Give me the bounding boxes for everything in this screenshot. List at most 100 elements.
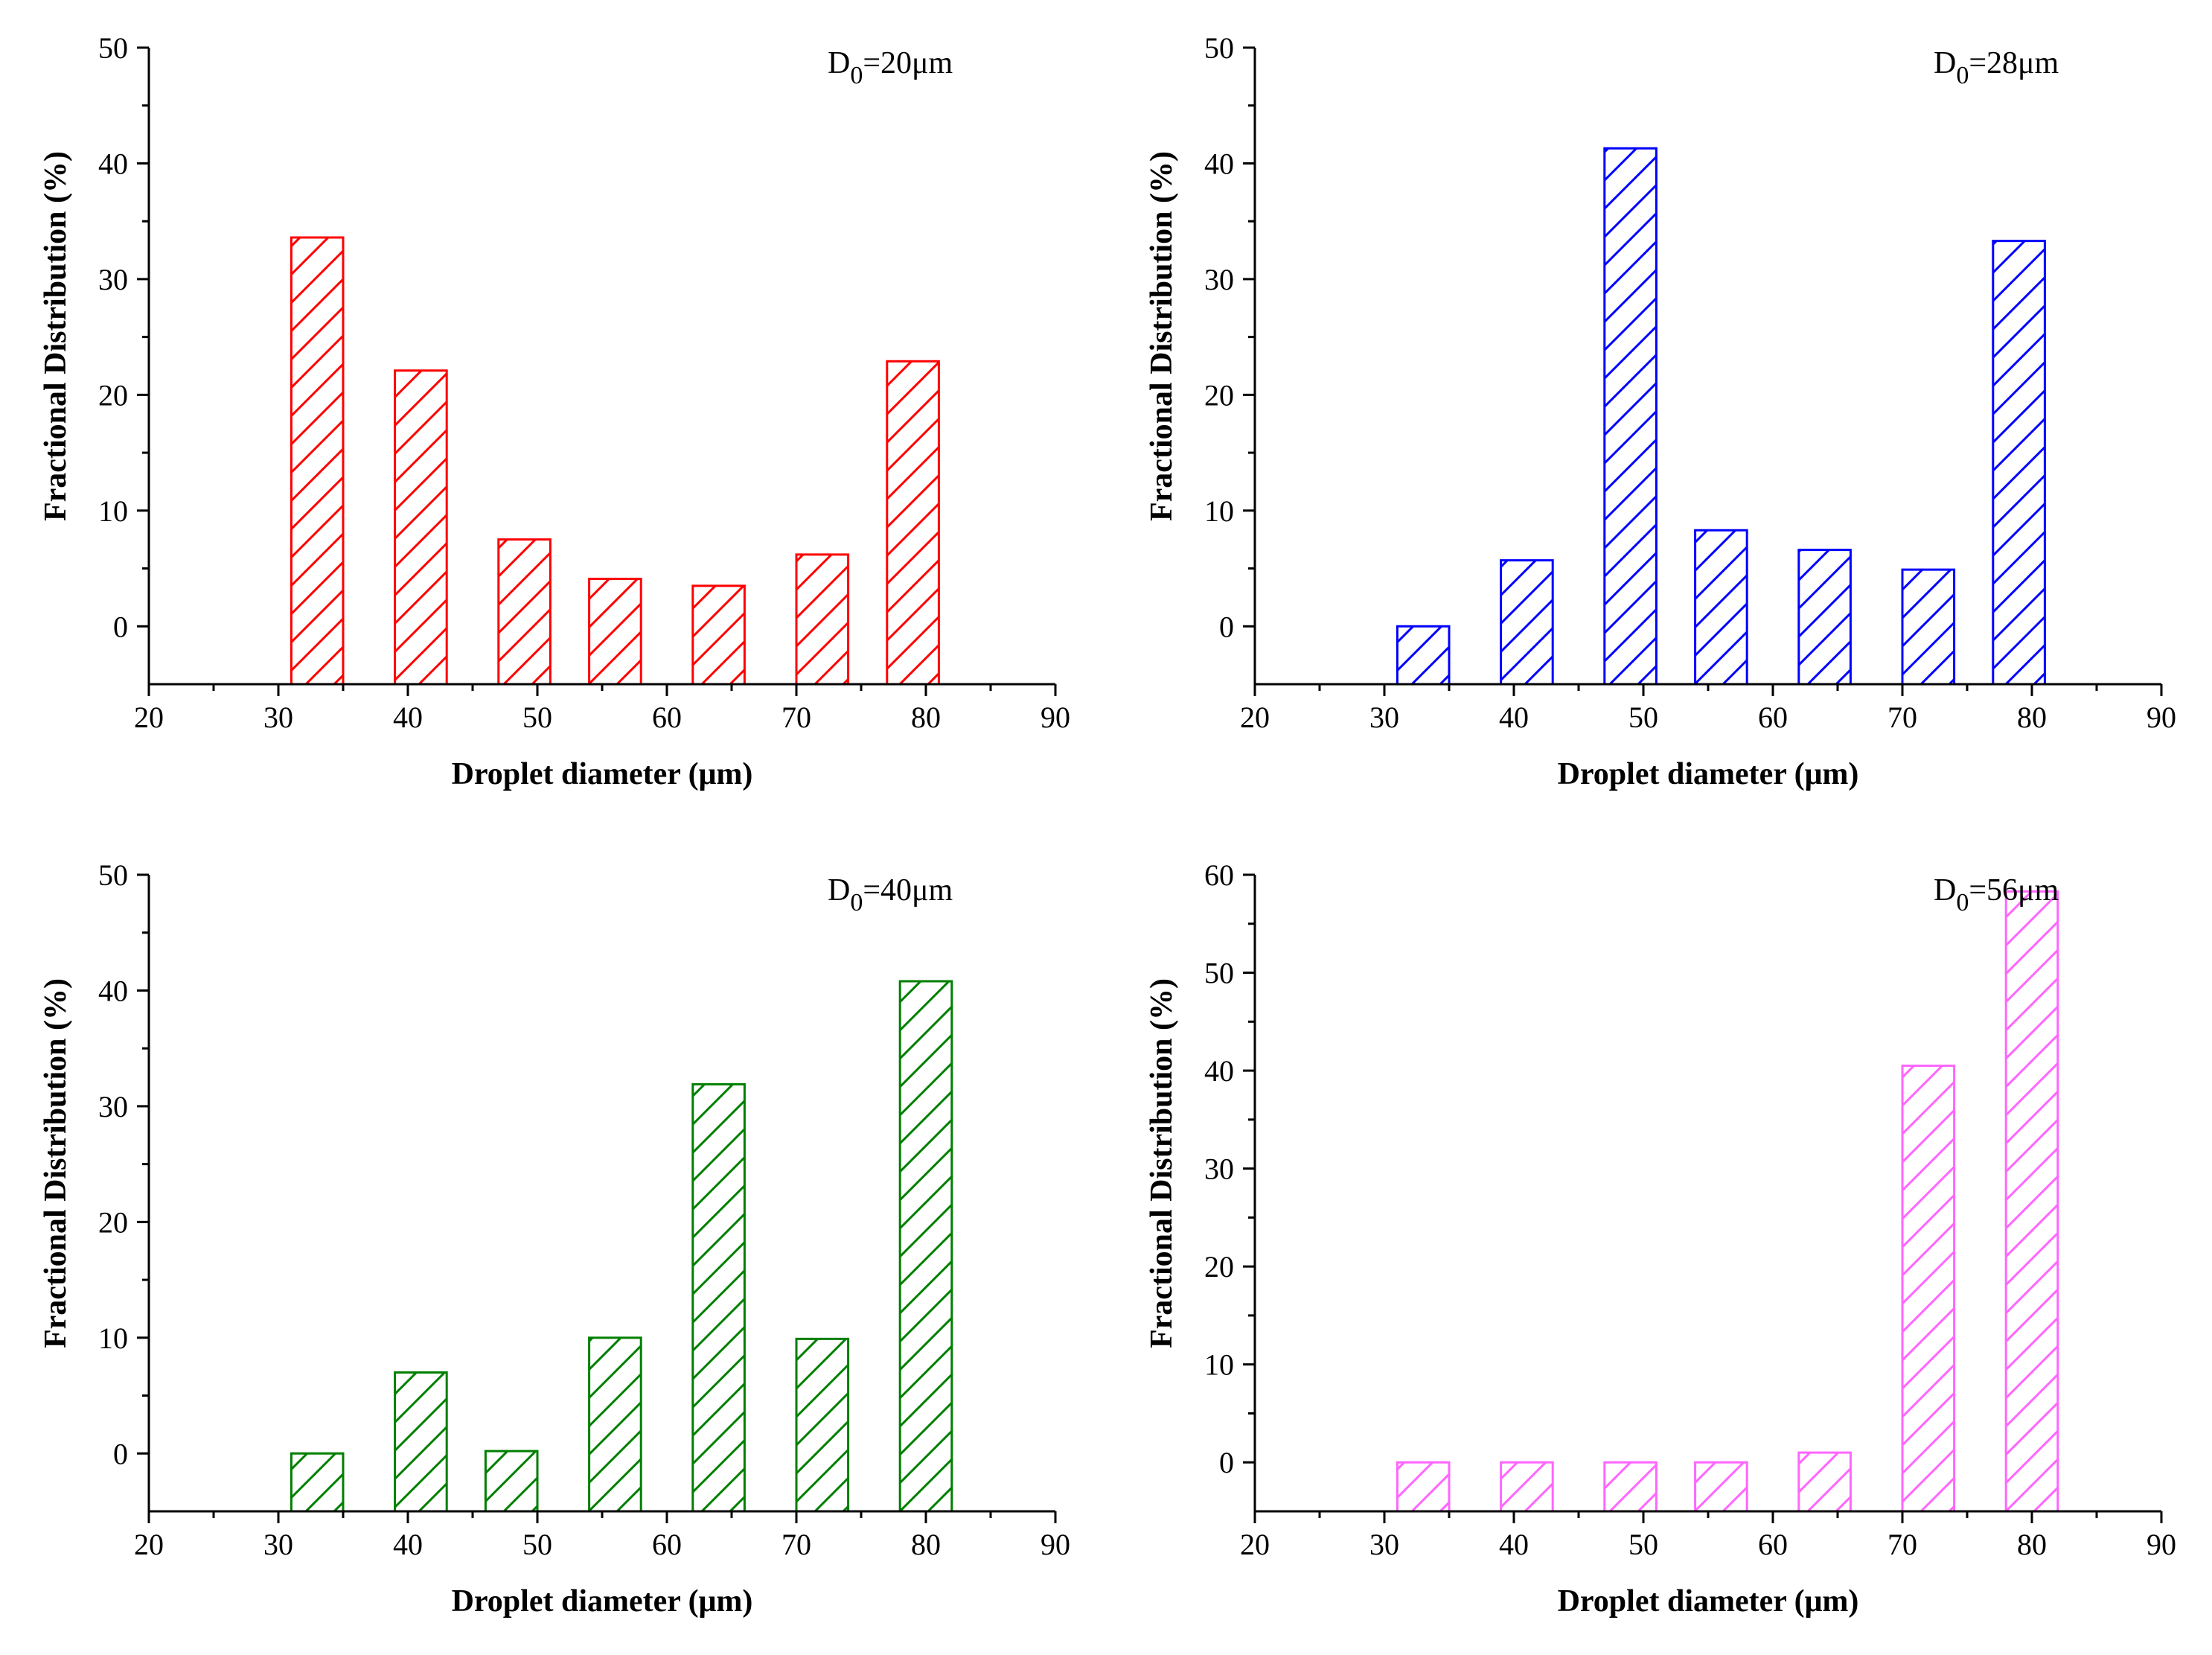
y-tick-label: 0 (1219, 610, 1234, 643)
bar (1396, 625, 1451, 684)
bar (1797, 549, 1852, 684)
y-tick-label: 10 (98, 1321, 128, 1355)
bar (1500, 1461, 1554, 1511)
y-axis-title: Fractional Distribution (%) (1145, 151, 1179, 521)
panel-top-right-chart: 20 30 40 50 60 70 80 90 0 10 20 30 40 50 Droplet diame… (1106, 0, 2212, 827)
bar (898, 980, 953, 1511)
bar (588, 1336, 642, 1511)
bar (1500, 559, 1554, 684)
y-axis-title: Fractional Distribution (%) (1145, 978, 1179, 1348)
x-tick-label: 20 (1240, 701, 1270, 734)
x-tick-label: 40 (1499, 1528, 1529, 1561)
bar (1603, 1461, 1658, 1511)
x-tick-label: 70 (1887, 701, 1917, 734)
x-tick-label: 90 (1041, 701, 1070, 734)
x-tick-label: 50 (522, 701, 552, 734)
bar (290, 1452, 345, 1511)
x-axis-title: Droplet diameter (μm) (452, 1584, 753, 1619)
y-tick-label: 30 (98, 1090, 128, 1123)
y-tick-label: 60 (1204, 858, 1234, 892)
y-tick-label: 10 (1204, 1348, 1234, 1382)
x-tick-label: 90 (2147, 1528, 2176, 1561)
x-tick-label: 70 (1887, 1528, 1917, 1561)
x-tick-label: 40 (393, 1528, 423, 1561)
y-tick-label: 10 (1204, 494, 1234, 528)
bar (1694, 1461, 1748, 1511)
bar (588, 578, 642, 684)
bar (2004, 890, 2059, 1511)
x-tick-label: 30 (1369, 1528, 1399, 1561)
panel-bottom-right-chart: 20 30 40 50 60 70 80 90 0 10 20 30 40 50 60 Droplet dia… (1106, 827, 2212, 1654)
y-tick-label: 50 (98, 858, 128, 892)
x-tick-label: 50 (1628, 1528, 1658, 1561)
y-tick-label: 30 (1204, 263, 1234, 296)
y-tick-label: 20 (1204, 378, 1234, 412)
x-tick-label: 40 (393, 701, 423, 734)
x-tick-label: 30 (1369, 701, 1399, 734)
panel-annotation: D0=20μm (828, 46, 953, 89)
x-tick-label: 40 (1499, 701, 1529, 734)
y-tick-label: 20 (98, 1205, 128, 1239)
bar (1901, 1065, 1956, 1511)
y-tick-label: 50 (98, 31, 128, 65)
x-axis-title: Droplet diameter (μm) (1558, 1584, 1859, 1619)
chart-svg: 20 30 40 50 60 70 80 90 0 10 20 30 40 50 Droplet diame… (1145, 31, 2176, 791)
bar (394, 369, 448, 684)
y-tick-label: 50 (1204, 957, 1234, 990)
y-tick-label: 0 (1219, 1446, 1234, 1479)
x-tick-label: 70 (781, 701, 811, 734)
x-tick-label: 70 (781, 1528, 811, 1561)
x-tick-label: 60 (652, 701, 682, 734)
bar (691, 584, 746, 684)
bar (290, 236, 345, 685)
x-tick-label: 20 (134, 701, 164, 734)
bar (484, 1450, 539, 1511)
y-axis-title: Fractional Distribution (%) (39, 978, 73, 1348)
chart-svg: 20 30 40 50 60 70 80 90 0 10 20 30 40 50 Droplet diame… (39, 858, 1070, 1619)
y-tick-label: 20 (98, 378, 128, 412)
bar (795, 1337, 850, 1511)
y-axis-title: Fractional Distribution (%) (39, 151, 73, 521)
y-tick-label: 40 (98, 147, 128, 180)
bar (497, 538, 552, 684)
x-tick-label: 90 (1041, 1528, 1070, 1561)
bar (691, 1082, 746, 1511)
bar (1992, 240, 2046, 684)
y-tick-label: 0 (113, 610, 128, 643)
panel-bottom-left-chart: 20 30 40 50 60 70 80 90 0 10 20 30 40 50 Droplet diame… (0, 827, 1106, 1654)
x-tick-label: 60 (1758, 701, 1788, 734)
bar (1797, 1451, 1852, 1511)
bar (1603, 147, 1658, 684)
panel-top-left-chart: 20 30 40 50 60 70 80 90 0 10 20 30 40 50 Droplet diame… (0, 0, 1106, 827)
x-tick-label: 90 (2147, 701, 2176, 734)
y-tick-label: 40 (1204, 147, 1234, 180)
x-tick-label: 80 (911, 1528, 941, 1561)
chart-svg: 20 30 40 50 60 70 80 90 0 10 20 30 40 50 60 Droplet dia… (1145, 858, 2176, 1619)
panel-annotation: D0=56μm (1934, 873, 2059, 916)
bar (1694, 529, 1748, 684)
x-tick-label: 60 (1758, 1528, 1788, 1561)
x-tick-label: 20 (1240, 1528, 1270, 1561)
y-tick-label: 10 (98, 494, 128, 528)
y-tick-label: 40 (1204, 1054, 1234, 1088)
y-tick-label: 30 (98, 263, 128, 296)
x-tick-label: 80 (2017, 1528, 2047, 1561)
x-tick-label: 50 (522, 1528, 552, 1561)
bar (886, 360, 940, 684)
panel-annotation: D0=40μm (828, 873, 953, 916)
x-axis-title: Droplet diameter (μm) (1558, 757, 1859, 791)
y-tick-label: 0 (113, 1437, 128, 1470)
y-tick-label: 50 (1204, 31, 1234, 65)
y-tick-label: 20 (1204, 1250, 1234, 1283)
panel-annotation: D0=28μm (1934, 46, 2059, 89)
x-tick-label: 20 (134, 1528, 164, 1561)
bar (394, 1371, 448, 1511)
x-tick-label: 50 (1628, 701, 1658, 734)
x-tick-label: 80 (2017, 701, 2047, 734)
bar (1396, 1461, 1451, 1511)
x-tick-label: 30 (263, 1528, 293, 1561)
chart-svg: 20 30 40 50 60 70 80 90 0 10 20 30 40 50 Droplet diame… (39, 31, 1070, 791)
x-tick-label: 30 (263, 701, 293, 734)
x-axis-title: Droplet diameter (μm) (452, 757, 753, 791)
